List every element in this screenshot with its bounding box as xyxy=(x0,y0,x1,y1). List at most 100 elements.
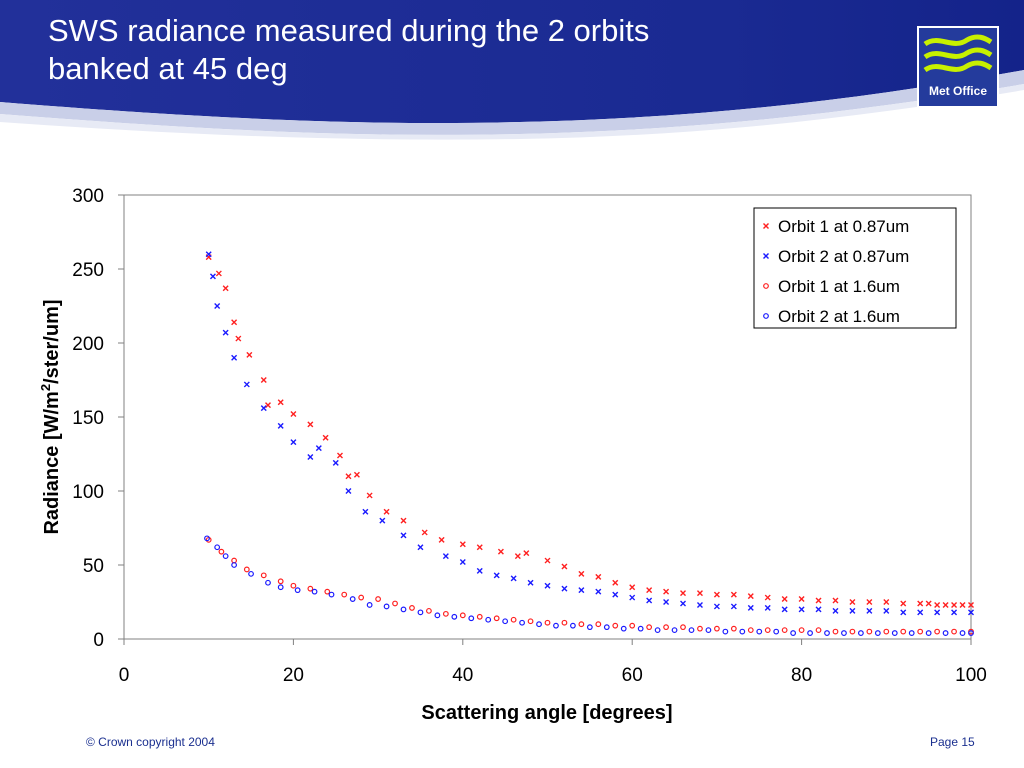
data-point xyxy=(663,599,670,605)
x-tick-label: 20 xyxy=(283,665,304,686)
data-point xyxy=(315,445,322,452)
data-point xyxy=(578,621,585,628)
legend-marker xyxy=(763,223,769,229)
data-point xyxy=(849,607,856,614)
data-point xyxy=(527,618,534,625)
data-point xyxy=(849,599,856,605)
data-point xyxy=(544,619,551,626)
data-point xyxy=(553,622,559,629)
data-point xyxy=(680,624,686,631)
data-point xyxy=(307,585,314,592)
data-point xyxy=(222,553,229,560)
data-point xyxy=(815,627,822,634)
header-band xyxy=(0,0,1024,124)
data-point xyxy=(561,619,568,626)
data-point xyxy=(265,579,271,586)
data-point xyxy=(214,544,221,551)
data-point xyxy=(620,625,627,632)
data-point xyxy=(519,619,525,626)
data-point xyxy=(917,628,924,635)
data-point xyxy=(646,597,653,604)
data-point xyxy=(764,604,771,611)
data-point xyxy=(476,544,483,551)
series-4 xyxy=(204,535,974,636)
data-point xyxy=(730,603,737,610)
data-point xyxy=(849,628,856,635)
data-point xyxy=(375,596,382,602)
data-point xyxy=(353,471,360,478)
data-point xyxy=(781,627,788,634)
x-tick-label: 0 xyxy=(119,665,130,686)
data-point xyxy=(934,601,941,608)
data-point xyxy=(722,628,729,635)
data-point xyxy=(260,572,267,579)
data-point xyxy=(400,606,407,613)
data-point xyxy=(637,625,644,632)
legend-marker xyxy=(763,253,769,259)
data-point xyxy=(959,630,966,636)
data-point xyxy=(324,588,331,595)
data-point xyxy=(832,597,839,604)
data-point xyxy=(536,621,542,628)
data-point xyxy=(629,622,636,629)
data-point xyxy=(311,588,318,595)
data-point xyxy=(209,273,216,280)
data-point xyxy=(362,508,369,515)
data-point xyxy=(900,609,907,616)
data-point xyxy=(807,630,813,636)
data-point xyxy=(696,590,703,597)
legend-label: Orbit 1 at 0.87um xyxy=(778,217,909,236)
data-point xyxy=(544,557,551,564)
data-point xyxy=(264,402,271,409)
y-tick-label: 200 xyxy=(72,334,104,355)
data-point xyxy=(222,285,229,292)
data-point xyxy=(493,615,500,622)
data-point xyxy=(680,600,687,607)
legend-marker xyxy=(763,283,769,289)
series-2 xyxy=(205,251,974,616)
data-point xyxy=(246,351,253,358)
data-point xyxy=(857,630,864,636)
data-point xyxy=(917,600,924,607)
data-point xyxy=(696,601,703,608)
data-points xyxy=(204,251,974,636)
data-point xyxy=(612,591,619,598)
data-point xyxy=(883,599,890,605)
data-point xyxy=(383,603,390,610)
chart-legend: Orbit 1 at 0.87um Orbit 2 at 0.87um Orbit … xyxy=(753,207,957,329)
slide-header: SWS radiance measured during the 2 orbit… xyxy=(0,0,1024,140)
data-point xyxy=(561,563,568,570)
y-tick-label: 0 xyxy=(93,630,104,651)
legend-label: Orbit 2 at 0.87um xyxy=(778,247,909,266)
data-point xyxy=(409,605,415,611)
data-point xyxy=(459,612,466,619)
y-tick-label: 50 xyxy=(83,556,104,577)
data-point xyxy=(739,628,746,635)
data-point xyxy=(934,609,941,616)
data-point xyxy=(345,488,352,494)
data-point xyxy=(841,630,847,636)
data-point xyxy=(612,622,619,629)
data-point xyxy=(578,570,585,577)
data-point xyxy=(523,550,530,557)
data-point xyxy=(451,613,458,620)
data-point xyxy=(510,575,517,582)
data-point xyxy=(866,628,873,635)
data-point xyxy=(891,630,898,636)
data-point xyxy=(646,624,653,631)
data-point xyxy=(697,625,703,632)
data-point xyxy=(968,630,974,636)
data-point xyxy=(277,584,284,591)
page-number: Page 15 xyxy=(930,735,975,749)
data-point xyxy=(544,582,551,589)
data-point xyxy=(968,601,974,608)
data-point xyxy=(205,251,212,258)
data-point xyxy=(942,630,949,636)
data-point xyxy=(290,411,297,418)
data-point xyxy=(434,612,441,619)
legend-box xyxy=(753,207,957,329)
data-point xyxy=(502,618,509,625)
data-point xyxy=(476,613,483,620)
data-point xyxy=(713,591,720,598)
data-point xyxy=(925,600,932,607)
